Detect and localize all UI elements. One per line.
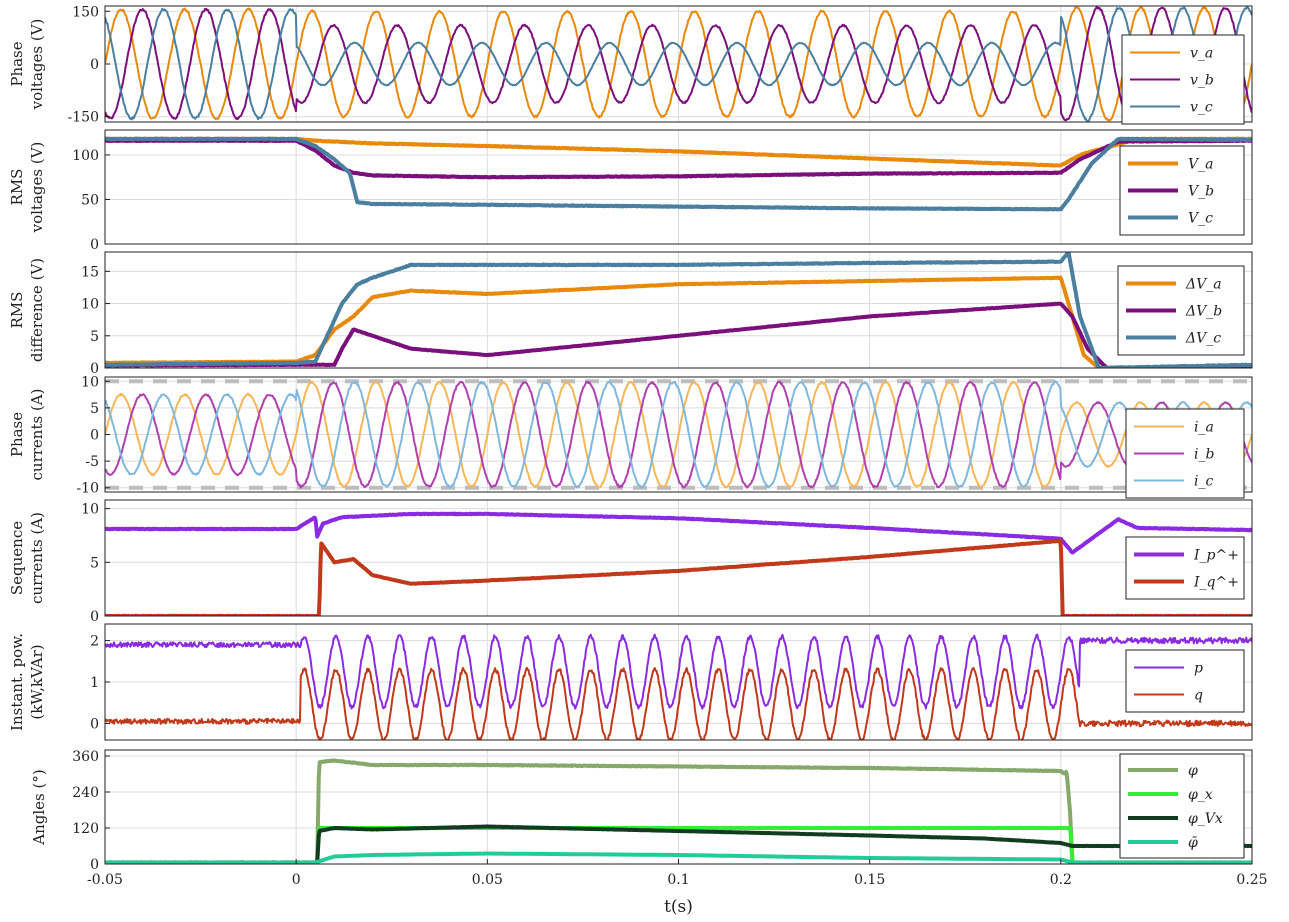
series-line-1 xyxy=(105,6,1252,122)
y-tick-label: 0 xyxy=(90,716,99,732)
legend: pq xyxy=(1125,649,1245,713)
legend-entry: V_a xyxy=(1188,157,1213,173)
y-tick-label: 5 xyxy=(90,401,99,417)
y-tick-label: 0 xyxy=(90,361,99,377)
y-tick-label: 10 xyxy=(81,502,99,518)
panel-rms-difference: 0 5 10 15 RMS difference (V) ΔV_a ΔV_b ΔV_c xyxy=(8,251,1253,377)
panel-rms-voltages: 0 50 100 RMS voltages (V) V_a V_b V_c xyxy=(8,129,1253,253)
legend: i_a i_b i_c xyxy=(1125,408,1245,499)
legend-entry: i_c xyxy=(1194,474,1213,490)
y-tick-label: -150 xyxy=(68,110,99,126)
series-line-0 xyxy=(105,380,1252,489)
plot-frame xyxy=(104,251,1253,369)
legend-box xyxy=(1125,536,1245,600)
legend: I_p^+ I_q^+ xyxy=(1125,536,1245,600)
y-axis-label: Angles (°) xyxy=(30,769,48,845)
y-axis-label: Sequence xyxy=(8,521,26,595)
series-line-2 xyxy=(105,136,1252,212)
y-tick-label: 0 xyxy=(90,609,99,625)
y-tick-label: -10 xyxy=(76,481,99,497)
legend: V_a V_b V_c xyxy=(1119,145,1245,236)
y-axis-label: Phase xyxy=(8,412,26,457)
y-axis-label: currents (A) xyxy=(28,512,46,604)
y-axis-label: voltages (V) xyxy=(28,142,46,234)
legend-entry: ΔV_c xyxy=(1185,331,1221,347)
series-line-2 xyxy=(105,380,1252,489)
y-tick-label: -5 xyxy=(85,454,99,470)
y-tick-label: 150 xyxy=(72,4,99,20)
legend: φ φ_x φ_Vx φ̄ xyxy=(1119,753,1245,859)
series-line-0 xyxy=(105,633,1252,710)
legend-entry: I_p^+ xyxy=(1193,548,1239,564)
plot-frame xyxy=(104,499,1253,617)
legend-entry: φ_Vx xyxy=(1188,811,1223,827)
y-axis-label: currents (A) xyxy=(28,389,46,481)
y-tick-label: 50 xyxy=(81,192,99,208)
legend-entry: φ xyxy=(1188,763,1198,779)
legend-entry: v_c xyxy=(1190,100,1213,116)
y-tick-label: 5 xyxy=(90,329,99,345)
y-tick-label: 0 xyxy=(90,237,99,253)
y-tick-label: 100 xyxy=(72,148,99,164)
y-axis-label: Phase xyxy=(8,41,26,86)
y-tick-label: 0 xyxy=(90,428,99,444)
x-tick-label: 0.2 xyxy=(1050,872,1072,888)
panel-angles: 0 120 240 360 Angles (°) φ φ_x φ_Vx φ̄ xyxy=(30,749,1253,873)
y-tick-label: 10 xyxy=(81,374,99,390)
legend-entry: i_a xyxy=(1194,420,1214,436)
legend-entry: I_q^+ xyxy=(1193,575,1239,591)
y-axis-label: difference (V) xyxy=(28,258,46,362)
y-axis-label: (kW,kVAr) xyxy=(28,644,46,719)
series-line-0 xyxy=(105,6,1252,122)
y-tick-label: 0 xyxy=(90,857,99,873)
x-tick-label: 0.1 xyxy=(667,872,689,888)
series-line-0 xyxy=(105,511,1252,555)
legend-entry: i_b xyxy=(1194,447,1214,463)
legend-entry: V_b xyxy=(1188,184,1214,200)
y-tick-label: 5 xyxy=(90,555,99,571)
x-tick-label: 0 xyxy=(292,872,301,888)
y-axis-label: voltages (V) xyxy=(28,19,46,111)
legend-entry: p xyxy=(1194,661,1203,677)
x-axis: -0.05 0 0.05 0.1 0.15 0.2 0.25t(s) xyxy=(87,859,1268,917)
x-axis-label: t(s) xyxy=(664,897,693,917)
legend-entry: v_a xyxy=(1190,46,1213,62)
legend-entry: q xyxy=(1194,688,1203,704)
legend-box xyxy=(1125,649,1245,713)
y-axis-label: RMS xyxy=(8,169,26,206)
x-tick-label: 0.25 xyxy=(1236,872,1267,888)
legend-entry: v_b xyxy=(1190,73,1214,89)
y-axis-label: Instant. pow. xyxy=(8,633,26,731)
y-tick-label: 240 xyxy=(72,785,99,801)
series-line-1 xyxy=(105,666,1252,740)
x-tick-label: -0.05 xyxy=(87,872,123,888)
legend-entry: φ̄ xyxy=(1188,835,1198,851)
y-tick-label: 0 xyxy=(90,57,99,73)
y-tick-label: 15 xyxy=(81,264,99,280)
legend: v_a v_b v_c xyxy=(1121,34,1245,125)
panel-phase-currents: -10 -5 0 5 10 Phase currents (A) i_a i_b i_c xyxy=(8,374,1253,499)
y-axis-label: RMS xyxy=(8,292,26,329)
legend-entry: ΔV_a xyxy=(1185,277,1222,293)
y-tick-label: 360 xyxy=(72,749,99,765)
legend: ΔV_a ΔV_b ΔV_c xyxy=(1117,265,1245,356)
panel-phase-voltages: -150 0 150 Phase voltages (V) v_a v_b v_c xyxy=(8,4,1253,126)
y-tick-label: 10 xyxy=(81,297,99,313)
x-tick-label: 0.05 xyxy=(472,872,503,888)
legend-entry: V_c xyxy=(1188,211,1213,227)
legend-entry: φ_x xyxy=(1188,787,1213,803)
panel-instantaneous-power: 0 1 2 Instant. pow. (kW,kVAr) pq xyxy=(8,623,1253,741)
y-tick-label: 1 xyxy=(90,675,99,691)
legend-entry: ΔV_b xyxy=(1185,304,1222,320)
x-tick-label: 0.15 xyxy=(854,872,885,888)
plot-frame xyxy=(104,129,1253,245)
panel-sequence-currents: 0 5 10 Sequence currents (A) I_p^+ I_q^+ xyxy=(8,499,1253,625)
y-tick-label: 2 xyxy=(90,634,99,650)
series-line-2 xyxy=(105,6,1252,122)
series-line-2 xyxy=(105,252,1252,368)
y-tick-label: 120 xyxy=(72,821,99,837)
series-line-1 xyxy=(105,380,1252,489)
